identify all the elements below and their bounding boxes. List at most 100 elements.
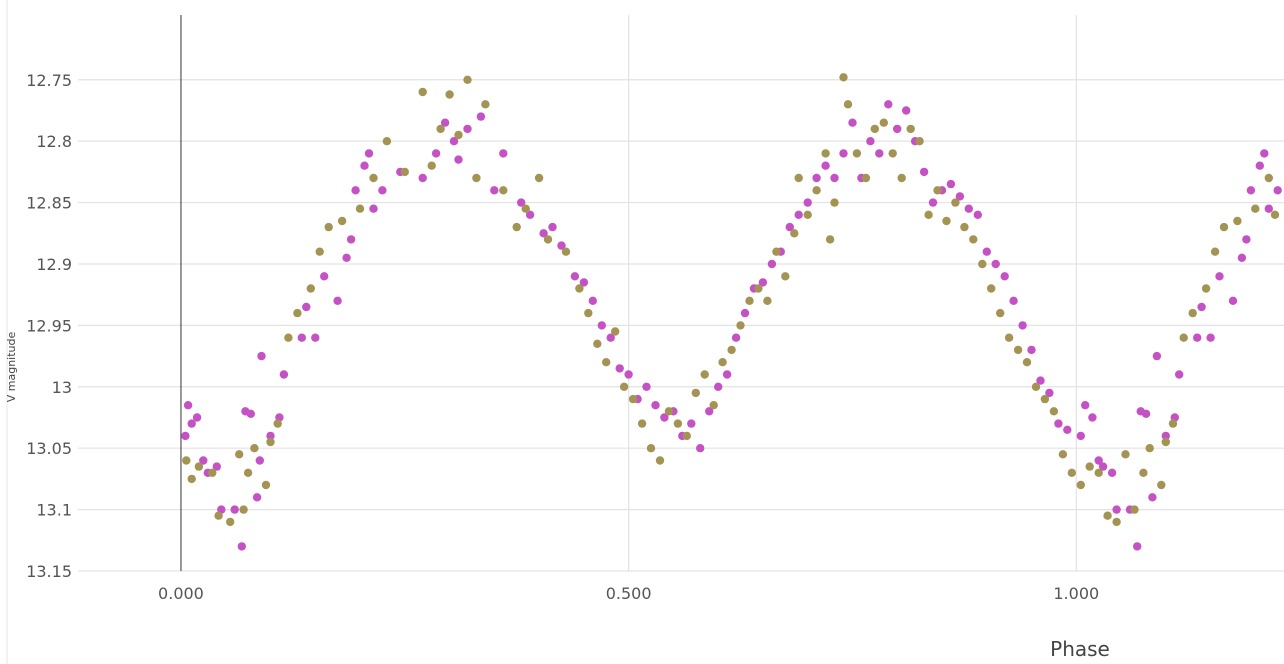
data-point	[893, 124, 902, 134]
data-point	[1036, 376, 1045, 385]
data-point	[534, 173, 544, 183]
data-point	[1121, 450, 1130, 459]
data-point	[440, 118, 450, 127]
x-tick-label: 0.000	[158, 584, 204, 603]
x-axis-title: Phase	[1050, 637, 1110, 661]
data-point	[830, 198, 839, 207]
data-point	[1000, 272, 1009, 281]
data-point	[790, 229, 799, 238]
data-point	[964, 204, 973, 213]
data-point	[651, 401, 660, 410]
data-point	[951, 198, 960, 207]
data-point	[709, 401, 718, 410]
data-point	[821, 161, 830, 170]
y-axis-tick-labels: 12.75 12.8 12.85 12.9 12.95 13 13.05 13.1 13.15	[26, 71, 72, 581]
data-point	[973, 210, 982, 219]
data-point	[740, 308, 750, 318]
data-point	[705, 407, 714, 416]
data-point	[839, 149, 848, 158]
data-point	[369, 204, 378, 213]
data-point	[1112, 505, 1121, 514]
data-point	[1103, 511, 1112, 520]
data-point	[736, 321, 745, 330]
data-point	[1270, 210, 1280, 219]
data-point	[687, 419, 696, 428]
data-point	[1197, 302, 1206, 312]
data-point	[628, 394, 638, 404]
data-point	[928, 198, 938, 207]
data-point	[235, 450, 244, 459]
data-point	[1242, 235, 1251, 244]
data-point	[1009, 296, 1018, 305]
data-point	[445, 90, 454, 99]
data-point	[1094, 456, 1103, 465]
data-point	[1161, 431, 1171, 441]
data-point	[722, 370, 732, 379]
data-point	[548, 222, 557, 232]
data-point	[745, 296, 754, 305]
data-point	[208, 468, 217, 477]
y-tick-label: 13.05	[26, 439, 72, 458]
data-point	[1152, 351, 1162, 361]
data-point	[996, 308, 1005, 318]
data-point	[696, 444, 705, 453]
x-axis-tick-labels: 0.000 0.500 1.000	[158, 584, 1099, 603]
data-point	[646, 444, 656, 453]
data-point	[718, 358, 727, 367]
data-point	[199, 456, 208, 465]
data-points	[181, 73, 1282, 551]
data-point	[1255, 161, 1265, 170]
series-2	[182, 73, 1280, 527]
data-point	[588, 296, 597, 305]
data-point	[378, 186, 387, 195]
y-tick-label: 12.75	[26, 71, 72, 90]
data-point	[284, 333, 293, 342]
data-point	[427, 161, 436, 170]
data-point	[1210, 247, 1220, 256]
data-point	[785, 222, 794, 232]
data-point	[1215, 272, 1224, 281]
data-point	[1027, 345, 1036, 355]
data-point	[714, 382, 723, 391]
data-point	[794, 173, 803, 183]
data-point	[812, 186, 821, 195]
data-point	[182, 456, 191, 465]
data-point	[1130, 505, 1139, 514]
data-point	[183, 401, 193, 410]
data-point	[557, 241, 566, 250]
data-point	[825, 235, 835, 244]
data-point	[830, 173, 839, 183]
data-point	[214, 511, 223, 520]
data-point	[884, 100, 893, 109]
y-tick-label: 13.1	[36, 501, 72, 520]
data-point	[978, 259, 987, 269]
data-point	[570, 272, 580, 281]
data-point	[1179, 333, 1188, 342]
data-point	[1085, 462, 1094, 471]
data-point	[382, 137, 392, 146]
data-point	[230, 505, 239, 514]
data-point	[1139, 468, 1148, 477]
data-point	[499, 149, 508, 158]
data-point	[1022, 358, 1032, 367]
data-point	[915, 137, 924, 146]
data-point	[1219, 222, 1229, 232]
data-point	[861, 173, 871, 183]
data-point	[250, 444, 259, 453]
data-point	[400, 167, 409, 177]
data-point	[1040, 394, 1050, 404]
data-point	[960, 222, 969, 232]
data-point	[611, 327, 620, 336]
data-point	[852, 149, 862, 158]
data-point	[888, 149, 897, 158]
data-point	[1045, 388, 1054, 398]
data-point	[1246, 186, 1256, 195]
data-point	[1206, 333, 1215, 342]
data-point	[1013, 345, 1023, 355]
data-point	[187, 419, 196, 428]
y-tick-label: 13	[52, 378, 72, 397]
data-point	[255, 456, 264, 465]
data-point	[539, 229, 548, 238]
data-point	[637, 419, 647, 428]
data-point	[1264, 173, 1274, 183]
